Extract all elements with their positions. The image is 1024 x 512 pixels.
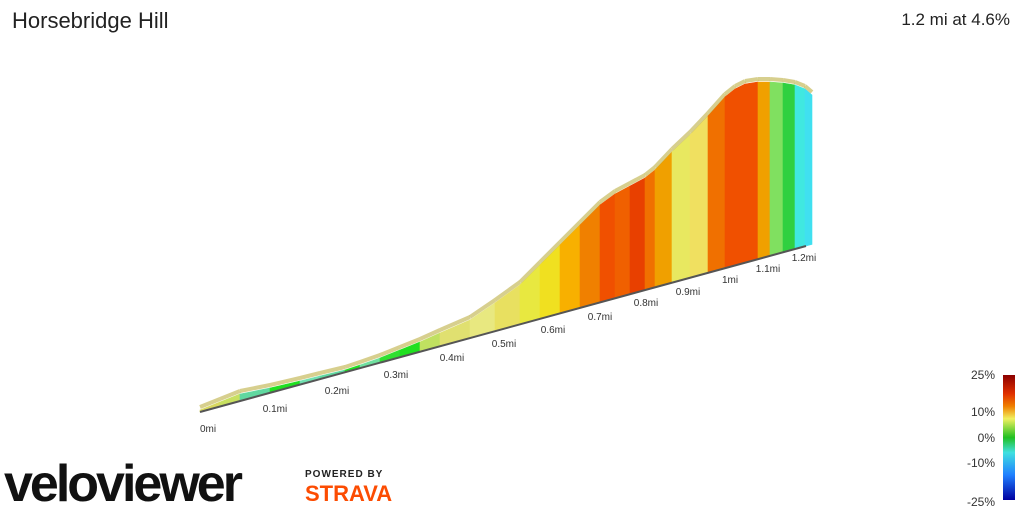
profile-ridge — [239, 383, 271, 393]
profile-ridge — [299, 371, 321, 380]
profile-strip — [744, 81, 759, 264]
profile-ridge — [199, 397, 221, 409]
profile-strip — [804, 88, 813, 247]
colorbar-label: 0% — [978, 431, 996, 445]
profile-ridge — [399, 337, 421, 349]
colorbar-labels: 25% 10% 0% -10% -25% — [967, 368, 995, 509]
profile-strip — [794, 84, 806, 250]
summary: 1.2 mi at 4.6% — [901, 10, 1010, 29]
profile-strip — [724, 88, 736, 269]
profile-strip — [654, 151, 673, 288]
profile-strip — [689, 115, 709, 279]
distance-label: 0.2mi — [325, 386, 349, 397]
profile-ridge — [629, 173, 646, 185]
profile-ridge — [688, 111, 710, 134]
profile-ridge — [653, 147, 674, 169]
profile-ridge — [614, 181, 631, 193]
distance-label: 0.8mi — [634, 298, 658, 309]
profile-ridge — [518, 260, 542, 284]
profile-strip — [757, 81, 771, 260]
profile-ridge — [419, 328, 441, 341]
profile-ridge — [468, 298, 497, 319]
profile-ridge — [319, 365, 346, 375]
profile-strip — [734, 83, 746, 266]
distance-axis: 0mi 0.1mi 0.2mi 0.3mi 0.4mi 0.5mi 0.6mi 0.7mi 0.… — [200, 253, 816, 435]
profile-ridge — [219, 389, 241, 401]
distance-label: 0.3mi — [384, 370, 408, 381]
profile-ridge — [744, 77, 759, 83]
profile-ridge — [643, 165, 657, 177]
profile-ridge — [359, 353, 381, 364]
distance-label: 0.5mi — [492, 339, 516, 350]
profile-strip — [539, 244, 561, 320]
profile-strip — [629, 177, 646, 295]
distance-label: 0.9mi — [676, 287, 700, 298]
profile-ridge — [344, 360, 361, 369]
profile-strip — [707, 96, 726, 274]
profile-strip — [599, 193, 616, 303]
profile-strip — [644, 169, 656, 291]
logo: veloviewer — [4, 455, 243, 512]
profile-strip — [614, 185, 631, 299]
distance-label: 0.1mi — [263, 404, 287, 415]
colorbar-label: -25% — [967, 495, 995, 509]
distance-label: 1.2mi — [792, 253, 816, 264]
profile-ridge — [578, 200, 602, 224]
profile-ridge — [670, 130, 692, 151]
strava: STRAVA — [305, 481, 392, 506]
distance-label: 0mi — [200, 424, 216, 435]
distance-label: 1.1mi — [756, 264, 780, 275]
distance-label: 0.6mi — [541, 325, 565, 336]
elevation-profile — [199, 77, 814, 413]
colorbar-label: -10% — [967, 456, 995, 470]
profile-ridge — [723, 84, 737, 96]
profile-ridge — [598, 189, 617, 204]
profile-strip — [769, 81, 784, 257]
profile-ridge — [379, 345, 401, 357]
profile-ridge — [803, 84, 814, 94]
profile-ridge — [538, 240, 562, 264]
profile-ridge — [782, 78, 796, 84]
profile-ridge — [734, 79, 746, 88]
title: Horsebridge Hill — [12, 8, 169, 33]
profile-strip — [782, 82, 796, 253]
distance-label: 0.4mi — [440, 353, 464, 364]
profile-ridge — [558, 220, 582, 244]
profile-strip — [671, 134, 691, 284]
profile-ridge — [269, 376, 301, 387]
powered-by: POWERED BY — [305, 469, 383, 480]
base-line — [199, 245, 807, 413]
profile-ridge — [706, 92, 727, 115]
distance-label: 0.7mi — [588, 312, 612, 323]
distance-label: 1mi — [722, 275, 738, 286]
profile-ridge — [769, 77, 784, 82]
colorbar-label: 10% — [971, 405, 995, 419]
profile-ridge — [439, 315, 471, 332]
profile-ridge — [794, 80, 806, 88]
gradient-colorbar — [1003, 375, 1015, 500]
colorbar-label: 25% — [971, 368, 995, 382]
profile-ridge — [493, 280, 522, 302]
